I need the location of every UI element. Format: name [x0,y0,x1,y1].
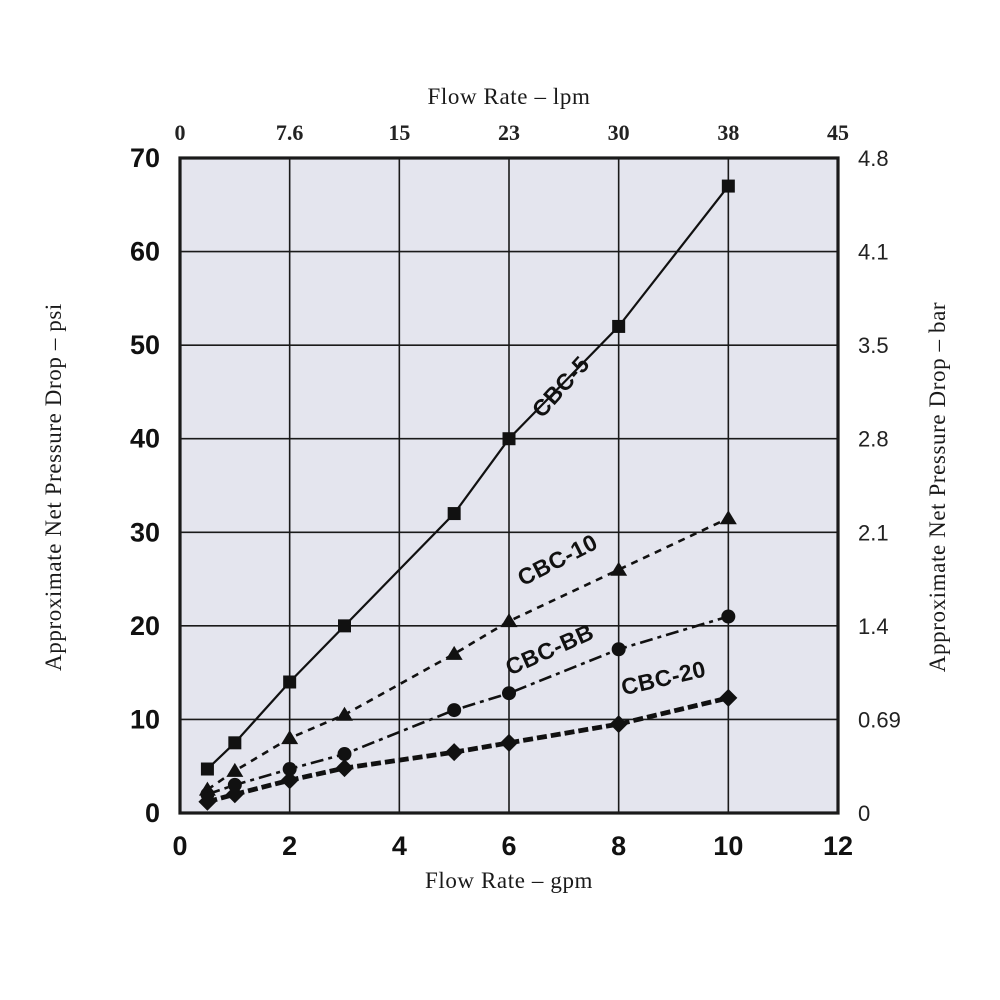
bottom-axis-tick: 2 [282,831,297,861]
marker-diamond [445,743,464,762]
top-axis-tick: 30 [608,120,630,145]
plot-frame [178,156,840,815]
right-axis-tick: 4.1 [858,240,889,265]
left-axis-tick: 40 [130,424,160,454]
top-axis-tick: 23 [498,120,520,145]
marker-square [612,319,626,333]
marker-diamond [500,733,518,752]
left-axis-tick: 50 [130,330,160,360]
marker-triangle [719,510,737,525]
marker-circle [337,747,352,762]
right-axis-tick: 2.8 [858,427,889,452]
marker-triangle [336,706,353,721]
left-axis-tick: 0 [145,798,160,828]
marker-diamond [280,771,299,790]
right-axis-tick: 3.5 [858,333,889,358]
marker-diamond [225,785,244,804]
marker-triangle [281,730,299,745]
bottom-axis-tick: 8 [611,831,626,861]
marker-square [338,619,351,633]
marker-triangle [500,613,518,628]
marker-square [283,675,297,689]
top-axis-title: Flow Rate – lpm [427,84,591,109]
marker-circle [721,609,736,624]
marker-triangle [445,645,463,660]
top-axis-tick: 0 [175,120,186,145]
left-axis-tick: 30 [130,517,160,547]
top-axis-tick: 7.6 [276,120,304,145]
top-axis-tick: 38 [717,120,739,145]
bottom-axis-tick: 0 [172,831,187,861]
marker-square [447,507,461,521]
marker-diamond [198,792,217,811]
series-line-cbc-10 [206,517,729,791]
left-axis-tick: 70 [130,143,160,173]
marker-circle [282,762,297,777]
series-line-cbc-5 [206,185,730,770]
bottom-axis-title: Flow Rate – gpm [424,868,594,893]
left-axis-tick: 10 [130,704,160,734]
right-axis-title: Approximate Net Pressure Drop – bar [925,301,950,673]
marker-square [721,179,735,193]
marker-diamond [609,715,628,734]
marker-triangle [226,762,244,777]
marker-circle [611,642,626,657]
marker-circle [502,686,516,701]
right-axis-tick: 2.1 [858,520,889,545]
marker-square [502,432,516,446]
right-axis-tick: 0.69 [858,707,901,732]
marker-circle [227,777,242,792]
marker-triangle [610,561,628,576]
marker-square [228,736,242,750]
left-axis-tick: 20 [130,611,160,641]
marker-square [200,762,214,776]
left-axis-tick: 60 [130,237,160,267]
marker-diamond [719,688,738,707]
series-line-cbc-20 [206,695,729,805]
bottom-axis-tick: 6 [501,831,516,861]
bottom-axis-tick: 12 [823,831,853,861]
marker-diamond [335,759,354,778]
right-axis-tick: 4.8 [858,146,889,171]
right-axis-tick: 0 [858,801,870,826]
right-axis-tick: 1.4 [858,614,889,639]
marker-circle [447,703,462,718]
top-axis-tick: 15 [388,120,410,145]
left-axis-title: Approximate Net Pressure Drop – psi [41,303,66,671]
bottom-axis-tick: 10 [713,831,743,861]
series-line-cbc-bb [206,615,729,796]
top-axis-tick: 45 [827,120,849,145]
bottom-axis-tick: 4 [392,831,407,861]
